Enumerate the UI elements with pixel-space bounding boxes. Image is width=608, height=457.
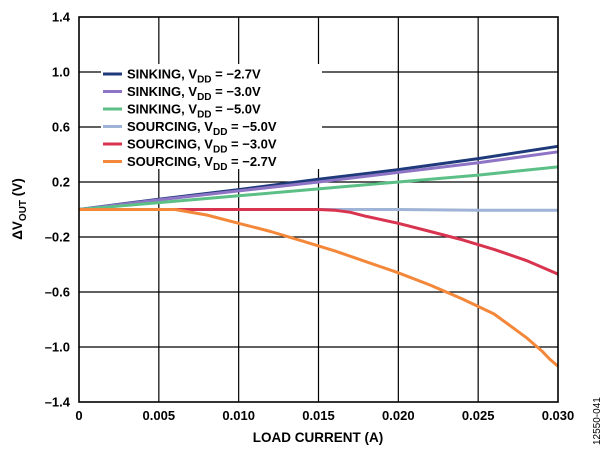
legend-background [101, 64, 322, 169]
y-axis-title-main: ΔV [10, 221, 25, 240]
legend-label: SOURCING, VDD = −3.0V [127, 137, 277, 156]
y-axis-title: ΔVOUT (V) [10, 178, 29, 240]
x-tick-labels: 0 0.005 0.010 0.015 0.020 0.025 0.030 [75, 408, 574, 423]
series-line [78, 165, 559, 211]
y-tick-label: –1.0 [45, 340, 70, 355]
legend-label: SINKING, VDD = −5.0V [127, 102, 261, 121]
y-tick-label: –0.2 [45, 230, 70, 245]
plot-area-frame [78, 16, 559, 403]
legend-label: SOURCING, VDD = −5.0V [127, 119, 277, 138]
series-line [79, 208, 559, 368]
x-tick-label: 0 [75, 408, 82, 423]
legend-label: SINKING, VDD = −3.0V [127, 84, 261, 103]
series-lines [78, 144, 559, 368]
y-tick-label: –0.6 [45, 285, 70, 300]
y-tick-label: 0.2 [52, 175, 70, 190]
x-tick-label: 0.005 [143, 408, 176, 423]
y-axis-title-sub: OUT [18, 200, 29, 221]
figure-id: 12550-041 [592, 397, 603, 445]
y-tick-label: 0.6 [52, 120, 70, 135]
x-tick-label: 0.020 [382, 408, 415, 423]
y-tick-label: 1.4 [52, 10, 71, 25]
y-tick-label: –1.4 [45, 395, 71, 410]
y-tick-labels: 1.4 1.0 0.6 0.2 –0.2 –0.6 –1.0 –1.4 [45, 10, 71, 410]
y-axis-title-unit: (V) [10, 178, 25, 200]
series-line [78, 150, 559, 211]
series-line [79, 208, 559, 276]
x-tick-label: 0.025 [462, 408, 495, 423]
y-tick-label: 1.0 [52, 65, 70, 80]
x-tick-label: 0.030 [542, 408, 575, 423]
x-axis-title: LOAD CURRENT (A) [253, 430, 384, 445]
x-tick-label: 0.010 [222, 408, 255, 423]
legend-label: SINKING, VDD = −2.7V [127, 67, 261, 86]
svg-text:ΔVOUT (V): ΔVOUT (V) [10, 178, 29, 240]
x-tick-label: 0.015 [302, 408, 335, 423]
legend-label: SOURCING, VDD = −2.7V [127, 154, 277, 173]
